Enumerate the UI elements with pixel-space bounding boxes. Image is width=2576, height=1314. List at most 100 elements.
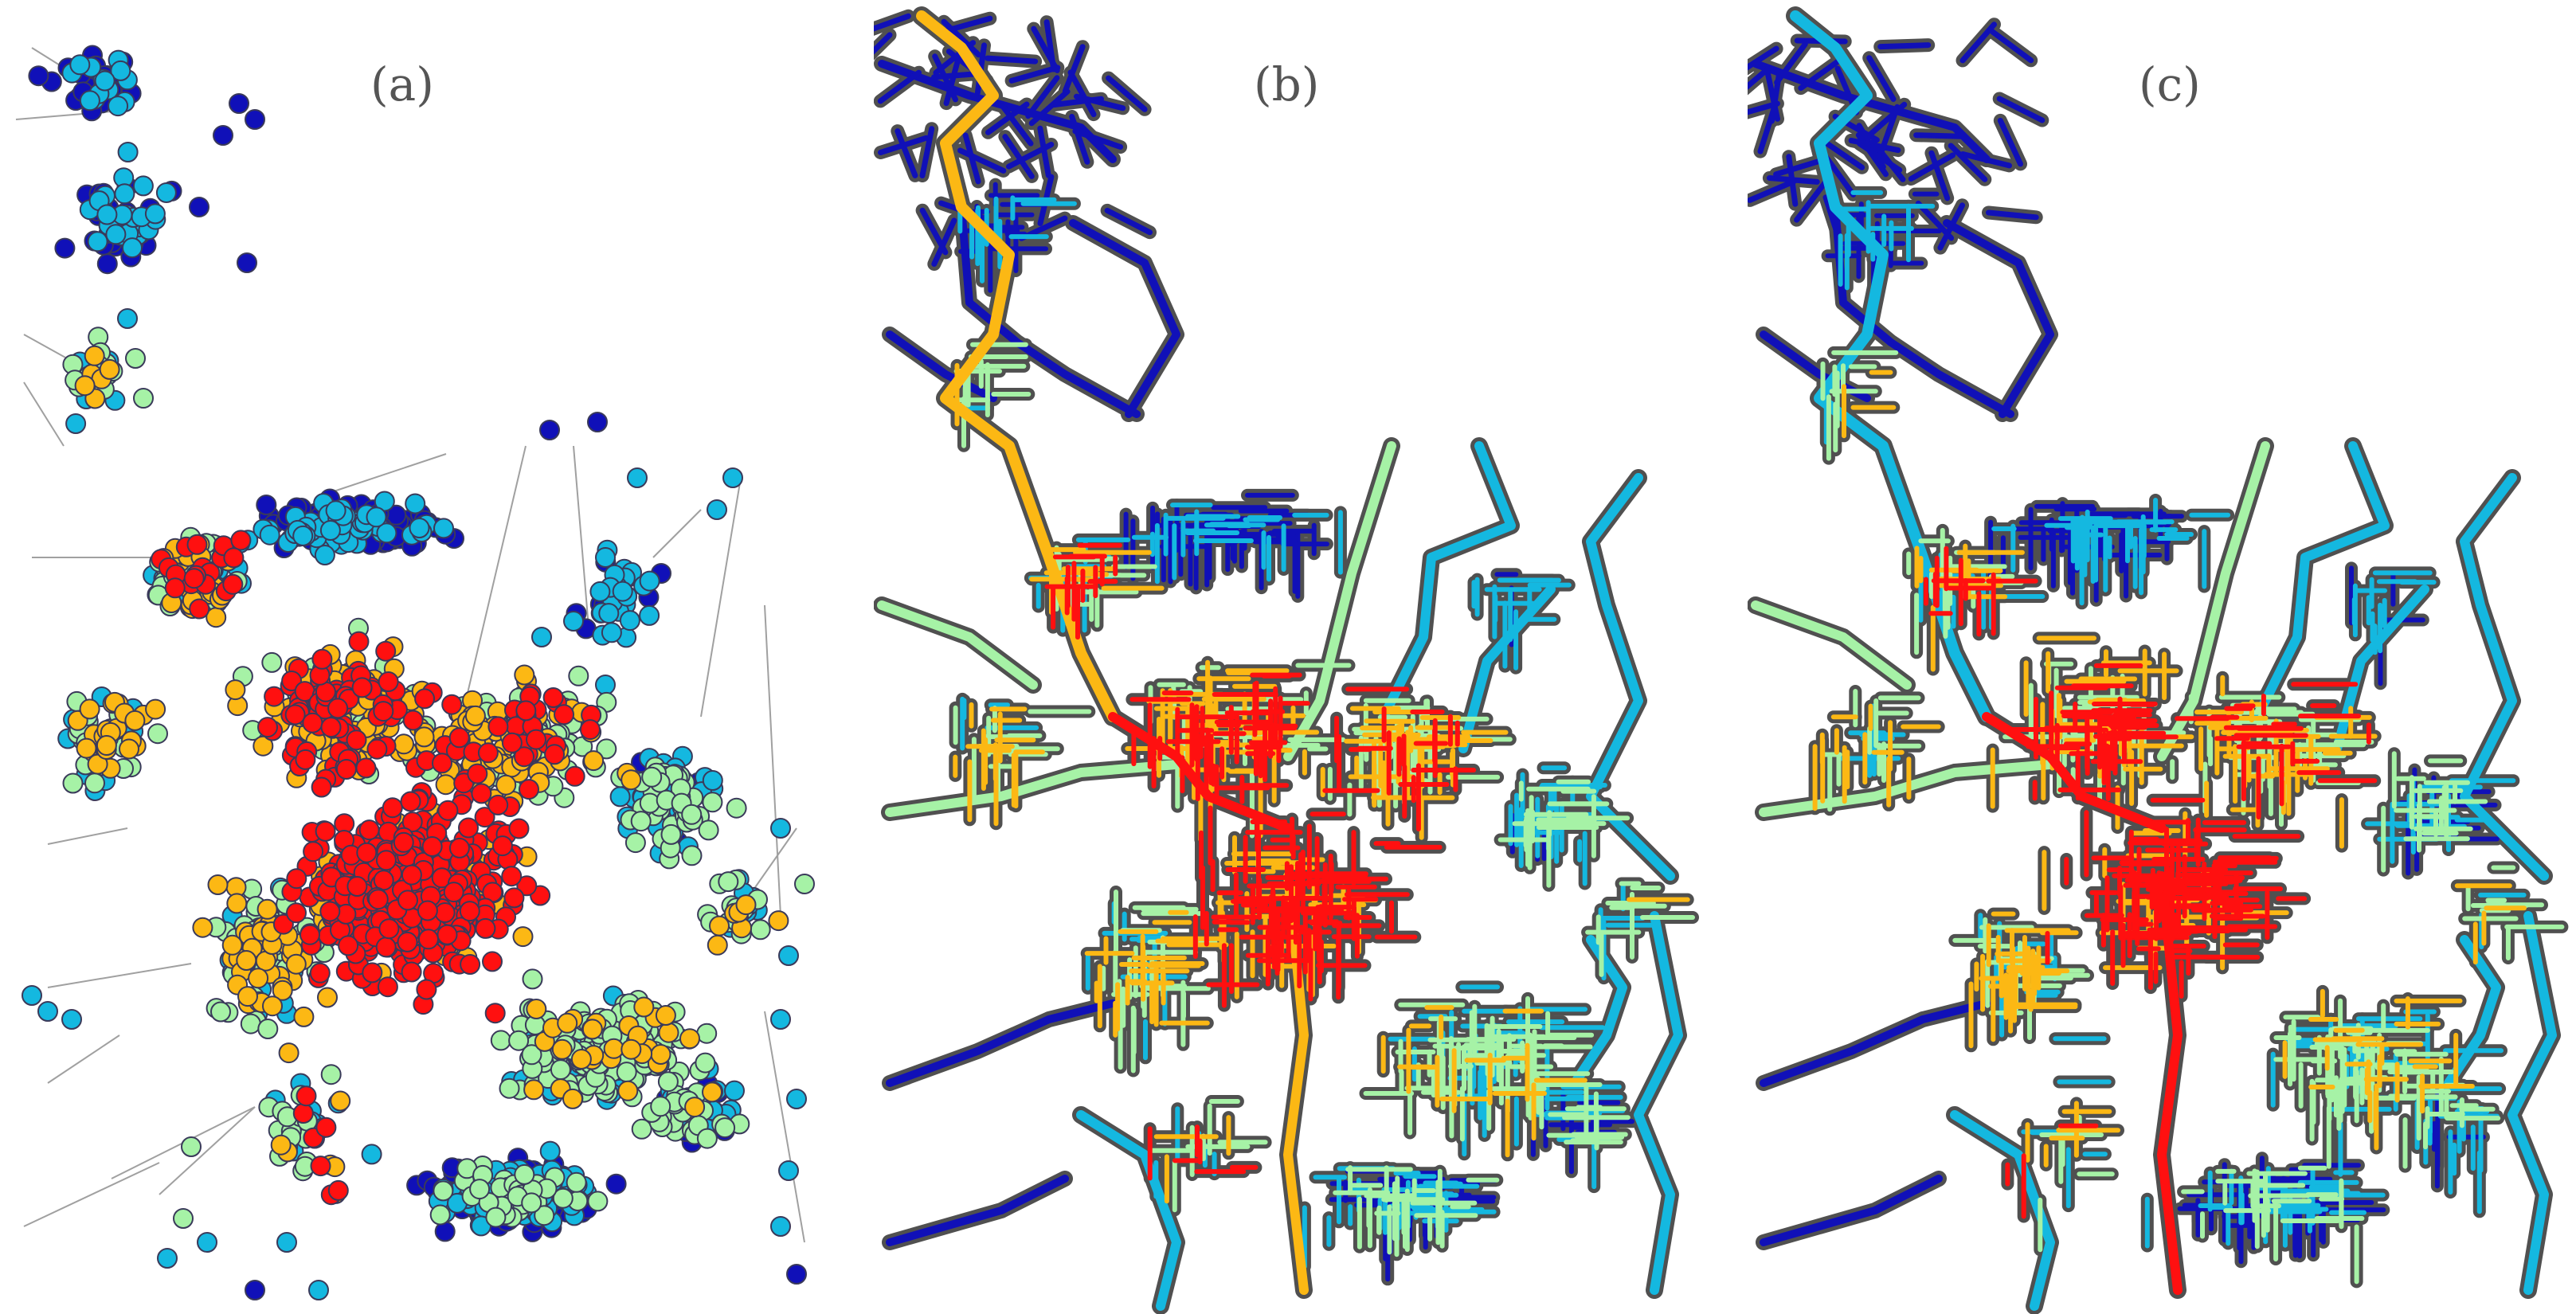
network-node bbox=[259, 524, 280, 546]
network-node bbox=[309, 962, 331, 984]
network-node bbox=[609, 786, 631, 808]
network-node bbox=[437, 924, 458, 945]
network-node bbox=[133, 388, 154, 409]
network-node bbox=[84, 345, 105, 366]
network-node bbox=[183, 568, 205, 589]
network-node bbox=[327, 1179, 349, 1201]
network-node bbox=[356, 842, 378, 863]
network-node bbox=[595, 675, 616, 695]
network-node bbox=[373, 701, 394, 722]
network-node bbox=[521, 1192, 542, 1214]
network-node bbox=[285, 953, 307, 975]
network-node bbox=[448, 727, 470, 749]
network-node bbox=[311, 776, 332, 798]
network-node bbox=[657, 1071, 679, 1093]
network-node bbox=[521, 1044, 542, 1066]
network-link bbox=[1028, 88, 1071, 127]
network-node bbox=[346, 876, 368, 897]
network-node bbox=[65, 413, 87, 434]
network-link bbox=[1076, 1110, 1181, 1311]
network-node bbox=[718, 871, 739, 893]
network-node bbox=[484, 1003, 506, 1024]
network-node bbox=[299, 924, 320, 945]
network-node bbox=[240, 1013, 261, 1034]
network-link bbox=[1069, 114, 1090, 165]
network-node bbox=[639, 570, 660, 592]
network-edge bbox=[47, 963, 192, 988]
network-node bbox=[181, 1136, 202, 1157]
network-node bbox=[658, 1022, 679, 1043]
network-node bbox=[770, 1216, 791, 1237]
network-node bbox=[564, 765, 585, 787]
network-node bbox=[37, 1001, 58, 1022]
network-node bbox=[554, 704, 574, 725]
network-link bbox=[1283, 441, 1396, 761]
network-node bbox=[173, 1208, 194, 1229]
network-link bbox=[931, 217, 957, 267]
network-node bbox=[210, 1001, 231, 1023]
network-node bbox=[539, 1140, 561, 1162]
network-node bbox=[475, 917, 496, 939]
network-node bbox=[598, 603, 620, 624]
network-node bbox=[222, 573, 244, 595]
network-node bbox=[358, 819, 380, 841]
network-node bbox=[522, 968, 543, 990]
network-node bbox=[245, 109, 265, 130]
network-node bbox=[544, 744, 566, 765]
network-node bbox=[477, 742, 499, 764]
network-node bbox=[523, 1079, 545, 1101]
network-link bbox=[943, 54, 962, 107]
network-edge bbox=[652, 509, 702, 558]
network-node bbox=[550, 1059, 571, 1081]
network-link bbox=[1069, 219, 1180, 418]
network-node bbox=[256, 898, 278, 920]
network-node bbox=[551, 1038, 573, 1060]
network-node bbox=[292, 1103, 314, 1124]
network-node bbox=[702, 792, 723, 813]
network-node bbox=[501, 866, 523, 887]
network-node bbox=[303, 841, 324, 862]
network-node bbox=[786, 1089, 807, 1109]
network-link bbox=[941, 15, 993, 34]
network-node bbox=[619, 610, 640, 632]
network-link bbox=[1379, 441, 1516, 722]
network-link bbox=[886, 999, 1117, 1087]
network-node bbox=[74, 375, 96, 397]
network-node bbox=[292, 525, 314, 546]
network-node bbox=[286, 868, 307, 890]
network-link bbox=[878, 60, 1117, 163]
network-edge bbox=[461, 445, 527, 718]
network-node bbox=[164, 577, 186, 599]
network-node bbox=[499, 1077, 520, 1099]
network-node bbox=[469, 1179, 491, 1200]
network-node bbox=[105, 224, 127, 245]
network-node bbox=[125, 348, 146, 369]
network-node bbox=[96, 204, 118, 225]
network-link bbox=[1008, 65, 1061, 84]
panel-c: (c) bbox=[1748, 0, 2576, 1314]
network-node bbox=[192, 917, 213, 938]
network-node bbox=[539, 420, 560, 440]
network-edge bbox=[700, 477, 742, 718]
network-node bbox=[432, 753, 452, 774]
network-node bbox=[583, 750, 605, 772]
network-node bbox=[122, 237, 143, 259]
network-edge bbox=[159, 1106, 256, 1195]
network-node bbox=[641, 766, 663, 788]
network-link bbox=[877, 69, 922, 104]
network-node bbox=[471, 783, 492, 804]
network-link bbox=[962, 132, 981, 185]
network-node bbox=[429, 1204, 451, 1226]
network-node bbox=[223, 547, 245, 569]
network-node bbox=[448, 837, 470, 858]
network-link bbox=[1025, 75, 1060, 119]
network-node bbox=[378, 918, 400, 940]
network-node bbox=[621, 1038, 642, 1060]
network-node bbox=[296, 1085, 317, 1107]
network-node bbox=[617, 1080, 639, 1101]
network-node bbox=[189, 598, 210, 620]
network-node bbox=[361, 1144, 382, 1165]
network-node bbox=[311, 648, 333, 670]
network-node bbox=[579, 719, 601, 741]
network-node bbox=[375, 850, 397, 871]
